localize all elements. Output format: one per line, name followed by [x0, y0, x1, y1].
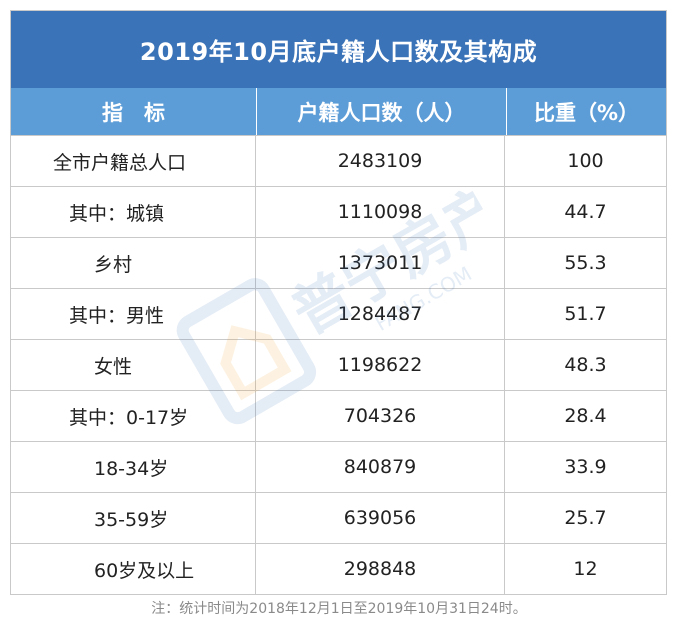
row-value: 1284487 [256, 289, 505, 339]
table-row: 其中：男性 1284487 51.7 [11, 288, 666, 339]
population-table: 2019年10月底户籍人口数及其构成 指 标 户籍人口数（人） 比重（%） 全市… [10, 10, 667, 595]
header-indicator: 指 标 [11, 88, 257, 135]
header-population: 户籍人口数（人） [257, 88, 507, 135]
table-title: 2019年10月底户籍人口数及其构成 [11, 11, 666, 88]
row-percentage: 28.4 [564, 405, 607, 427]
footnote: 注：统计时间为2018年12月1日至2019年10月31日24时。 [151, 601, 527, 617]
header-percentage: 比重（%） [533, 100, 640, 125]
row-percentage: 100 [567, 150, 604, 172]
row-value: 2483109 [256, 136, 505, 186]
row-label: 35-59岁 [11, 493, 256, 543]
row-percentage: 33.9 [564, 456, 607, 478]
row-percentage: 25.7 [564, 507, 607, 529]
table-row: 18-34岁 840879 33.9 [11, 441, 666, 492]
row-label: 其中：男性 [11, 289, 256, 339]
row-value: 840879 [256, 442, 505, 492]
row-percentage: 55.3 [564, 252, 607, 274]
table-row: 60岁及以上 298848 12 [11, 543, 666, 594]
row-label: 其中：城镇 [11, 187, 256, 237]
row-value: 1110098 [256, 187, 505, 237]
table-row: 其中：0-17岁 704326 28.4 [11, 390, 666, 441]
row-percentage: 44.7 [564, 201, 607, 223]
table-row: 女性 1198622 48.3 [11, 339, 666, 390]
row-label: 其中：0-17岁 [11, 391, 256, 441]
row-label: 乡村 [11, 238, 256, 288]
table-row: 其中：城镇 1110098 44.7 [11, 186, 666, 237]
row-value: 639056 [256, 493, 505, 543]
row-label: 女性 [11, 340, 256, 390]
table-row: 35-59岁 639056 25.7 [11, 492, 666, 543]
row-percentage: 48.3 [564, 354, 607, 376]
row-value: 1373011 [256, 238, 505, 288]
row-label: 18-34岁 [11, 442, 256, 492]
table-row: 全市户籍总人口 2483109 100 [11, 135, 666, 186]
table-header-row: 指 标 户籍人口数（人） 比重（%） [11, 88, 666, 135]
row-label: 60岁及以上 [11, 544, 256, 594]
row-percentage: 51.7 [564, 303, 607, 325]
table-row: 乡村 1373011 55.3 [11, 237, 666, 288]
row-label: 全市户籍总人口 [11, 136, 256, 186]
row-percentage: 12 [573, 558, 598, 580]
row-value: 298848 [256, 544, 505, 594]
row-value: 1198622 [256, 340, 505, 390]
row-value: 704326 [256, 391, 505, 441]
